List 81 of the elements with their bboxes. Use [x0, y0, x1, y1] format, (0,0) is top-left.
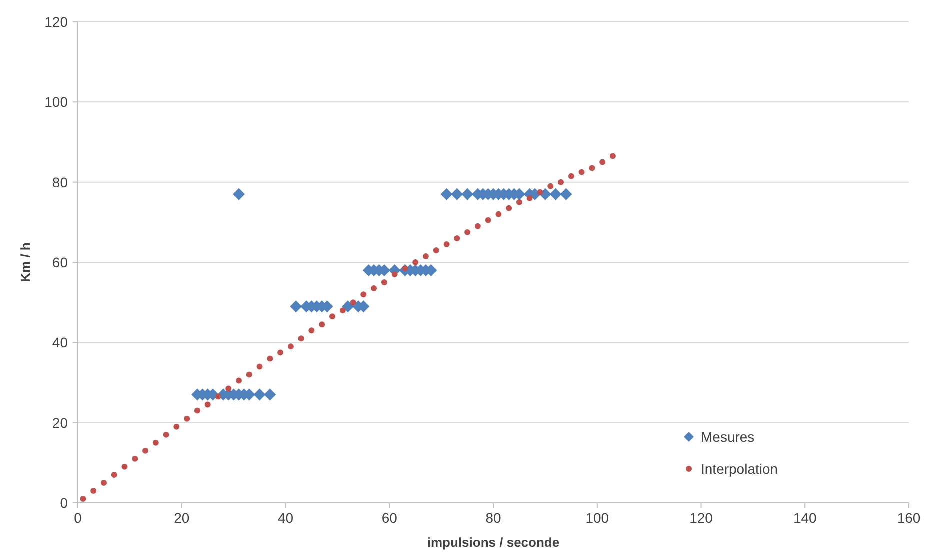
point	[548, 183, 554, 190]
point	[308, 328, 315, 334]
point	[152, 440, 159, 446]
x-tick-label: 60	[382, 510, 398, 526]
point	[264, 388, 276, 401]
point	[526, 195, 533, 202]
y-tick-label: 40	[52, 334, 68, 351]
x-tick-label: 80	[486, 510, 502, 526]
legend-label: Mesures	[701, 429, 755, 445]
point	[132, 456, 138, 462]
x-tick-label: 160	[897, 510, 921, 526]
point	[550, 188, 562, 200]
y-tick-label: 60	[52, 254, 68, 270]
point	[516, 199, 522, 206]
point	[412, 260, 419, 266]
point	[278, 350, 284, 356]
x-tick-label: 40	[278, 510, 294, 526]
point	[560, 188, 572, 200]
point	[215, 394, 222, 400]
point	[422, 253, 429, 260]
point	[444, 241, 450, 248]
y-tick-label: 120	[44, 14, 68, 30]
point	[371, 286, 378, 292]
point	[319, 322, 326, 328]
x-tick-label: 100	[586, 510, 610, 526]
y-tick-label: 0	[60, 495, 68, 511]
x-tick-label: 140	[793, 510, 818, 526]
point	[568, 173, 574, 180]
point	[163, 432, 170, 438]
point	[90, 488, 97, 494]
point	[204, 402, 211, 408]
point	[288, 344, 294, 350]
point	[464, 229, 471, 236]
point	[474, 223, 481, 230]
point	[342, 300, 354, 313]
point	[589, 165, 596, 172]
point	[610, 153, 616, 160]
point	[256, 364, 263, 370]
point	[329, 314, 336, 320]
point	[506, 205, 512, 212]
y-tick-label: 80	[52, 174, 68, 190]
y-tick-label: 100	[44, 94, 68, 110]
y-axis-title: Km / h	[18, 242, 33, 282]
x-tick-label: 20	[174, 510, 190, 526]
point	[340, 308, 346, 314]
point	[496, 211, 502, 218]
point	[226, 386, 232, 392]
point	[381, 280, 388, 286]
point	[578, 169, 585, 176]
point	[462, 188, 474, 200]
point	[451, 188, 464, 200]
point	[290, 300, 302, 313]
x-tick-label: 0	[74, 510, 82, 526]
x-tick-label: 120	[690, 510, 714, 526]
point	[485, 217, 492, 224]
point	[122, 464, 128, 470]
point	[537, 189, 544, 196]
point	[440, 188, 453, 200]
point	[246, 372, 252, 378]
point	[600, 159, 606, 166]
point	[100, 480, 107, 486]
point	[267, 356, 274, 362]
point	[298, 336, 304, 342]
point	[350, 300, 356, 306]
point	[142, 448, 149, 454]
point	[433, 247, 440, 254]
point	[558, 179, 564, 186]
point	[454, 235, 460, 242]
point	[233, 188, 246, 200]
x-axis-title: impulsions / seconde	[427, 535, 560, 550]
y-tick-label: 20	[52, 414, 68, 431]
point	[174, 424, 180, 430]
legend-label: Interpolation	[701, 461, 778, 477]
point	[254, 388, 266, 401]
point	[184, 416, 190, 422]
point	[236, 378, 242, 384]
point	[194, 408, 200, 414]
point	[360, 292, 367, 298]
point	[392, 272, 398, 278]
point	[80, 496, 86, 502]
point	[111, 472, 118, 478]
